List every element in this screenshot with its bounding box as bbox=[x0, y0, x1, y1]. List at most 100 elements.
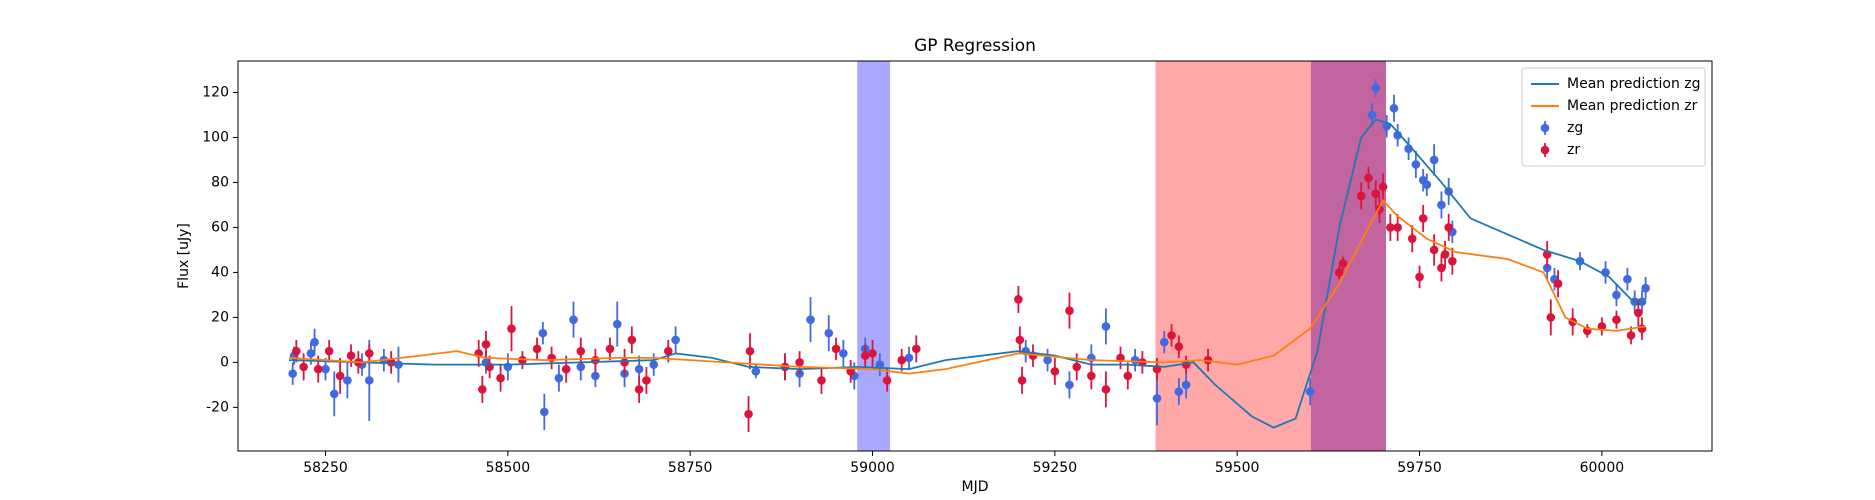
data-point bbox=[1612, 315, 1621, 324]
data-point bbox=[806, 315, 815, 324]
data-point bbox=[642, 376, 651, 385]
data-point bbox=[1072, 362, 1082, 372]
data-point bbox=[839, 349, 848, 358]
data-point bbox=[507, 324, 516, 333]
data-point bbox=[538, 328, 548, 338]
data-point bbox=[1050, 367, 1060, 376]
data-point bbox=[1411, 160, 1421, 169]
data-point bbox=[1437, 263, 1446, 273]
x-tick-label: 59000 bbox=[850, 460, 895, 476]
x-tick-label: 58500 bbox=[486, 460, 531, 476]
data-point bbox=[364, 376, 374, 385]
chart-title: GP Regression bbox=[914, 36, 1036, 56]
data-point bbox=[1429, 155, 1439, 165]
data-point bbox=[1415, 272, 1424, 282]
x-tick-label: 60000 bbox=[1580, 460, 1625, 476]
data-point bbox=[329, 389, 339, 399]
data-point bbox=[831, 344, 841, 354]
data-point bbox=[540, 407, 549, 417]
data-point bbox=[1641, 283, 1650, 293]
data-point bbox=[1181, 380, 1191, 390]
data-point bbox=[1065, 306, 1074, 315]
data-point bbox=[671, 335, 680, 345]
data-point bbox=[1418, 214, 1428, 223]
y-tick-label: 40 bbox=[211, 264, 229, 280]
data-point bbox=[569, 315, 578, 324]
y-tick-label: 80 bbox=[211, 174, 229, 190]
data-point bbox=[1440, 250, 1450, 259]
data-point bbox=[1338, 259, 1348, 268]
data-point bbox=[634, 364, 644, 374]
data-point bbox=[744, 409, 753, 419]
data-point bbox=[664, 346, 673, 356]
data-point bbox=[481, 340, 491, 349]
plot-area bbox=[288, 78, 1650, 433]
mean-line bbox=[289, 118, 1646, 429]
data-point bbox=[1634, 308, 1643, 318]
data-point bbox=[1159, 337, 1169, 347]
data-point bbox=[576, 362, 586, 372]
data-point bbox=[288, 369, 298, 378]
data-point bbox=[649, 360, 659, 369]
data-point bbox=[1429, 245, 1439, 255]
data-point bbox=[1174, 387, 1184, 396]
data-point bbox=[817, 376, 826, 385]
data-point bbox=[1378, 182, 1388, 192]
data-point bbox=[1130, 355, 1140, 365]
data-point bbox=[1015, 335, 1025, 345]
data-point bbox=[1087, 371, 1096, 381]
data-point bbox=[1305, 387, 1315, 396]
data-point bbox=[620, 358, 629, 367]
data-point bbox=[627, 335, 637, 345]
data-point bbox=[1364, 173, 1373, 183]
y-tick-label: 0 bbox=[220, 354, 229, 370]
data-point bbox=[745, 346, 755, 356]
data-point bbox=[1386, 223, 1395, 232]
data-point bbox=[1546, 313, 1556, 322]
data-point bbox=[554, 373, 564, 383]
data-point bbox=[561, 364, 571, 374]
data-point bbox=[1393, 223, 1402, 232]
data-point bbox=[1422, 180, 1432, 190]
data-point bbox=[321, 364, 330, 374]
x-axis-label: MJD bbox=[962, 479, 989, 495]
data-point bbox=[612, 319, 622, 329]
legend-box bbox=[1521, 67, 1706, 167]
highlight-span bbox=[1155, 61, 1311, 451]
data-point bbox=[1043, 355, 1052, 365]
data-point bbox=[1553, 279, 1563, 288]
data-point bbox=[1335, 268, 1344, 277]
data-point bbox=[1437, 200, 1446, 210]
data-point bbox=[532, 344, 542, 354]
y-tick-label: 100 bbox=[202, 129, 229, 145]
data-point bbox=[1371, 189, 1381, 198]
y-tick-label: 120 bbox=[202, 84, 229, 100]
data-point bbox=[346, 351, 356, 360]
data-point bbox=[306, 349, 316, 358]
highlight-span bbox=[857, 61, 891, 451]
legend-label: zg bbox=[1567, 120, 1583, 136]
data-point bbox=[868, 349, 877, 358]
data-point bbox=[1123, 371, 1133, 381]
axes-frame bbox=[237, 60, 1713, 452]
x-tick-label: 59750 bbox=[1397, 460, 1442, 476]
data-point bbox=[299, 362, 308, 372]
data-point bbox=[875, 360, 885, 369]
x-tick-label: 58750 bbox=[668, 460, 713, 476]
data-point bbox=[1612, 290, 1621, 300]
legend-swatch bbox=[1540, 145, 1550, 155]
data-point bbox=[1407, 234, 1417, 243]
data-point bbox=[364, 349, 374, 358]
highlight-span bbox=[1310, 61, 1386, 451]
data-point bbox=[591, 371, 600, 381]
legend-swatch bbox=[1540, 123, 1550, 133]
data-point bbox=[882, 376, 892, 385]
data-point bbox=[860, 351, 870, 360]
y-axis-label: Flux [uJy] bbox=[176, 223, 192, 289]
data-point bbox=[394, 360, 403, 369]
data-point bbox=[795, 358, 804, 367]
y-tick-label: 60 bbox=[211, 219, 229, 235]
data-point bbox=[343, 376, 352, 385]
data-point bbox=[1167, 331, 1176, 340]
